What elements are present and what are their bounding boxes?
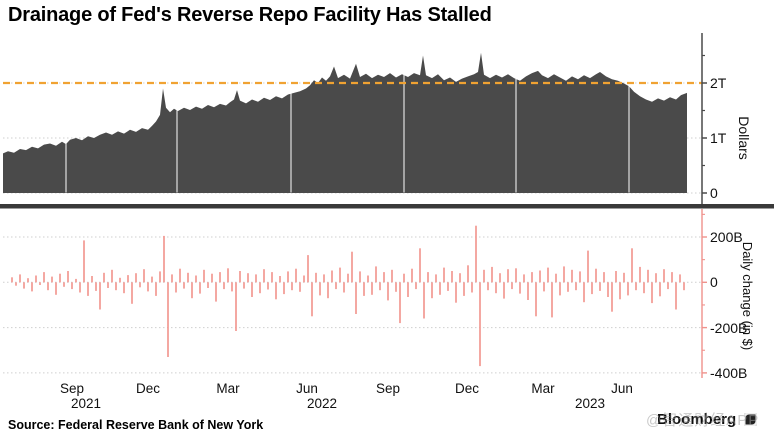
bottom-y-tick-label: -400B: [710, 364, 748, 381]
top-area-series: [3, 52, 687, 193]
top-y-tick-label: 1T: [710, 130, 727, 146]
top-y-tick-label: 0: [710, 185, 718, 201]
x-tick-label: Mar: [531, 381, 555, 396]
watermark-text: @智通财经APP: [646, 412, 760, 429]
x-tick-label: Dec: [454, 381, 480, 396]
bottom-y-tick-label: -200B: [710, 319, 748, 336]
x-year-label: 2023: [574, 396, 606, 411]
x-year-label: 2022: [306, 396, 338, 411]
x-tick-label: Dec: [135, 381, 161, 396]
x-tick-label: Jun: [296, 381, 318, 396]
chart-title: Drainage of Fed's Reverse Repo Facility …: [8, 4, 492, 26]
bottom-y-tick-label: 200B: [710, 229, 743, 245]
x-tick-label: Jun: [611, 381, 633, 396]
panel-separator: [0, 204, 774, 209]
top-y-tick-label: 2T: [710, 75, 727, 91]
bloomberg-logo-text: Bloomberg: [657, 411, 737, 428]
x-tick-label: Sep: [59, 381, 85, 396]
x-tick-label: Mar: [216, 381, 240, 396]
bottom-y-axis-title: Daily change (in $): [740, 241, 755, 351]
x-year-label: 2021: [70, 396, 102, 411]
top-y-axis-title: Dollars: [736, 116, 752, 160]
x-tick-label: Sep: [375, 381, 401, 396]
watermark-app-icon: [744, 413, 757, 426]
source-note: Source: Federal Reserve Bank of New York: [8, 418, 264, 432]
daily-change-bars: [11, 225, 685, 367]
bottom-y-tick-label: 0: [710, 274, 718, 291]
